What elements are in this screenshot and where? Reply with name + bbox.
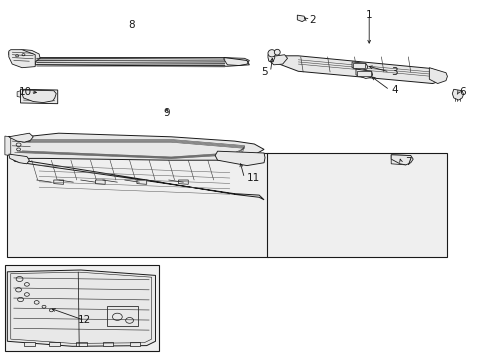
Polygon shape	[428, 68, 447, 84]
Polygon shape	[102, 342, 113, 346]
Polygon shape	[9, 133, 264, 160]
Polygon shape	[390, 155, 410, 165]
Polygon shape	[178, 180, 188, 184]
Text: 5: 5	[261, 67, 267, 77]
Bar	[356, 71, 370, 76]
Text: 2: 2	[309, 15, 316, 25]
Polygon shape	[224, 58, 249, 66]
Polygon shape	[9, 50, 40, 64]
Polygon shape	[390, 155, 412, 165]
Polygon shape	[297, 15, 305, 22]
Bar	[7, 153, 267, 257]
Text: 10: 10	[19, 87, 32, 97]
Polygon shape	[129, 342, 140, 346]
Text: 6: 6	[459, 87, 466, 97]
Polygon shape	[7, 270, 155, 346]
Ellipse shape	[274, 49, 280, 55]
Polygon shape	[351, 62, 367, 70]
Bar	[5, 265, 159, 351]
Polygon shape	[9, 50, 35, 68]
Polygon shape	[95, 180, 105, 184]
Polygon shape	[355, 69, 372, 78]
Text: 1: 1	[365, 10, 372, 20]
Ellipse shape	[267, 50, 275, 57]
Polygon shape	[49, 342, 60, 346]
Polygon shape	[215, 151, 264, 166]
Polygon shape	[24, 342, 35, 346]
Text: 9: 9	[163, 108, 169, 118]
Polygon shape	[54, 180, 63, 184]
Polygon shape	[269, 56, 445, 84]
Polygon shape	[9, 154, 29, 164]
Polygon shape	[11, 54, 33, 62]
Polygon shape	[9, 154, 264, 200]
Text: 8: 8	[128, 20, 135, 30]
Text: 7: 7	[404, 157, 411, 167]
Bar	[106, 306, 138, 326]
Polygon shape	[451, 89, 463, 100]
Polygon shape	[11, 56, 37, 63]
Polygon shape	[17, 91, 20, 97]
Polygon shape	[267, 54, 274, 62]
Polygon shape	[22, 90, 56, 103]
Bar	[267, 153, 447, 257]
Polygon shape	[20, 89, 58, 104]
Text: 4: 4	[390, 85, 397, 95]
Polygon shape	[9, 133, 33, 142]
Text: 12: 12	[78, 315, 91, 325]
Polygon shape	[268, 55, 287, 65]
Polygon shape	[76, 342, 86, 346]
Text: 11: 11	[246, 173, 260, 183]
Bar	[352, 63, 365, 68]
Polygon shape	[5, 136, 11, 156]
Text: 3: 3	[390, 67, 397, 77]
Polygon shape	[137, 180, 146, 184]
